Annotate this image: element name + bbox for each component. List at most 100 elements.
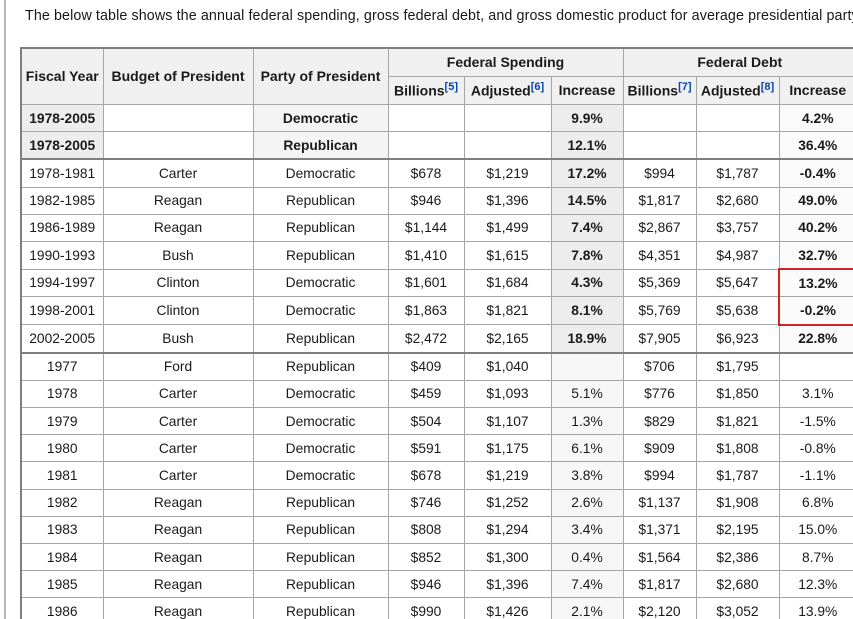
- cell-debt-increase: 13.2%: [778, 268, 853, 298]
- cell-budget-of-president: Carter: [102, 407, 254, 436]
- cell-fiscal-year: 1980: [20, 434, 104, 463]
- cell-spending-adjusted: $1,396: [463, 186, 552, 215]
- cell-fiscal-year: 1985: [20, 570, 104, 599]
- cell-spending-increase: 14.5%: [550, 186, 624, 215]
- reference-link[interactable]: [7]: [678, 80, 692, 93]
- cell-debt-increase: 36.4%: [778, 131, 853, 160]
- cell-spending-billions: $808: [387, 515, 465, 545]
- cell-fiscal-year: 1978-2005: [20, 131, 104, 160]
- cell-fiscal-year: 1998-2001: [20, 296, 104, 325]
- cell-fiscal-year: 1978-1981: [20, 158, 104, 188]
- col-header-budget-of-president: Budget of President: [102, 47, 254, 105]
- cell-spending-adjusted: $1,093: [463, 379, 552, 409]
- cell-spending-increase: 0.4%: [550, 542, 624, 572]
- cell-budget-of-president: Carter: [102, 379, 254, 409]
- cell-fiscal-year: 1981: [20, 461, 104, 490]
- cell-spending-billions: $459: [387, 379, 465, 409]
- cell-debt-increase: -0.8%: [778, 434, 853, 463]
- cell-spending-adjusted: [463, 131, 552, 160]
- cell-spending-increase: 2.6%: [550, 488, 624, 517]
- page-left-border: [4, 0, 6, 619]
- cell-debt-increase: 6.8%: [778, 488, 853, 517]
- cell-fiscal-year: 1978: [20, 379, 104, 409]
- cell-spending-billions: $504: [387, 407, 465, 436]
- cell-spending-increase: 17.2%: [550, 158, 624, 188]
- cell-budget-of-president: Ford: [102, 351, 254, 381]
- cell-debt-billions: $1,817: [622, 570, 697, 599]
- table-row-1977: 1977 Ford Republican $409 $1,040 $706 $1,795: [20, 351, 853, 381]
- cell-fiscal-year: 1977: [20, 351, 104, 381]
- cell-party-of-president: Democratic: [252, 379, 389, 409]
- table-row-1978-2005: 1978-2005 Republican 12.1% 36.4%: [20, 131, 853, 160]
- cell-debt-billions: $5,369: [622, 268, 697, 298]
- cell-spending-increase: 3.8%: [550, 461, 624, 490]
- cell-debt-billions: $1,137: [622, 488, 697, 517]
- cell-debt-increase: 13.9%: [778, 597, 853, 619]
- col-header-label: Increase: [789, 82, 847, 98]
- cell-debt-billions: $4,351: [622, 240, 697, 270]
- cell-party-of-president: Republican: [252, 542, 389, 572]
- reference-link[interactable]: [8]: [760, 80, 775, 93]
- cell-spending-adjusted: $1,107: [463, 407, 552, 436]
- cell-fiscal-year: 1982: [20, 488, 104, 517]
- cell-debt-billions: $5,769: [622, 296, 697, 325]
- col-header-fiscal-year: Fiscal Year: [20, 47, 104, 105]
- cell-debt-increase: 49.0%: [778, 186, 853, 215]
- cell-party-of-president: Democratic: [252, 407, 389, 436]
- cell-budget-of-president: Carter: [102, 158, 254, 188]
- cell-budget-of-president: Reagan: [102, 570, 254, 599]
- cell-debt-adjusted: $1,908: [695, 488, 780, 517]
- cell-party-of-president: Democratic: [252, 461, 389, 490]
- cell-spending-adjusted: $1,821: [463, 296, 552, 325]
- cell-debt-increase: 32.7%: [778, 240, 853, 270]
- cell-spending-adjusted: $1,684: [463, 268, 552, 298]
- cell-debt-adjusted: $1,787: [695, 461, 780, 490]
- cell-spending-increase: 7.4%: [550, 570, 624, 599]
- cell-spending-increase: 2.1%: [550, 597, 624, 619]
- cell-spending-adjusted: $1,252: [463, 488, 552, 517]
- cell-budget-of-president: Reagan: [102, 515, 254, 545]
- cell-debt-billions: [622, 131, 697, 160]
- cell-fiscal-year: 1983: [20, 515, 104, 545]
- cell-spending-adjusted: $2,165: [463, 323, 552, 354]
- cell-debt-adjusted: $1,787: [695, 158, 780, 188]
- reference-link[interactable]: [6]: [530, 80, 545, 93]
- group-header-federal-spending: Federal Spending: [387, 47, 624, 77]
- cell-debt-increase: 15.0%: [778, 515, 853, 545]
- cell-party-of-president: Republican: [252, 131, 389, 160]
- cell-spending-increase: 7.4%: [550, 213, 624, 242]
- cell-debt-increase: 4.2%: [778, 103, 853, 133]
- cell-debt-adjusted: $5,638: [695, 296, 780, 325]
- cell-debt-increase: [778, 351, 853, 381]
- table-row-1979: 1979 Carter Democratic $504 $1,107 1.3% $829 $1…: [20, 407, 853, 436]
- cell-spending-billions: $1,601: [387, 268, 465, 298]
- table-row-1985: 1985 Reagan Republican $946 $1,396 7.4% $1,817…: [20, 570, 853, 599]
- col-header-billions-spending: Billions[5]: [387, 76, 465, 105]
- table-row-1986: 1986 Reagan Republican $990 $1,426 2.1% $2,120…: [20, 597, 853, 619]
- cell-spending-billions: [387, 131, 465, 160]
- cell-party-of-president: Republican: [252, 515, 389, 545]
- cell-fiscal-year: 1986-1989: [20, 213, 104, 242]
- cell-debt-adjusted: $2,386: [695, 542, 780, 572]
- cell-debt-billions: $1,817: [622, 186, 697, 215]
- cell-budget-of-president: Reagan: [102, 597, 254, 619]
- cell-spending-increase: 12.1%: [550, 131, 624, 160]
- cell-budget-of-president: Clinton: [102, 296, 254, 325]
- table-row-1982: 1982 Reagan Republican $746 $1,252 2.6% $1,137…: [20, 488, 853, 517]
- reference-link[interactable]: [5]: [444, 80, 458, 93]
- cell-debt-increase: -0.4%: [778, 158, 853, 188]
- cell-debt-increase: -1.1%: [778, 461, 853, 490]
- cell-spending-billions: $946: [387, 570, 465, 599]
- col-header-adjusted-debt: Adjusted[8]: [695, 76, 780, 105]
- cell-party-of-president: Republican: [252, 570, 389, 599]
- cell-budget-of-president: Reagan: [102, 488, 254, 517]
- cell-party-of-president: Republican: [252, 488, 389, 517]
- cell-spending-billions: $591: [387, 434, 465, 463]
- cell-debt-adjusted: $5,647: [695, 268, 780, 298]
- cell-party-of-president: Republican: [252, 597, 389, 619]
- cell-spending-billions: $1,144: [387, 213, 465, 242]
- table-row-1978-2005: 1978-2005 Democratic 9.9% 4.2%: [20, 103, 853, 133]
- cell-spending-billions: [387, 103, 465, 133]
- cell-spending-increase: 6.1%: [550, 434, 624, 463]
